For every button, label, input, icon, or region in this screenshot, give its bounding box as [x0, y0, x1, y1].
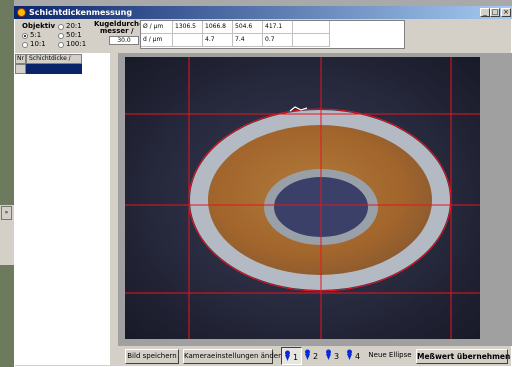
kugel-label-line1: Kugeldurch-: [94, 20, 142, 28]
pin-icon: [347, 349, 352, 360]
camera-settings-button[interactable]: Kameraeinstellungen ändern: [183, 349, 285, 364]
point-3-button[interactable]: 3: [323, 347, 344, 365]
objektiv-option-5-label: 5:1: [30, 31, 42, 39]
row1-label: Ø / µm: [141, 21, 173, 34]
point-number: 1: [293, 353, 299, 362]
title-bar[interactable]: [14, 6, 512, 19]
save-image-button[interactable]: Bild speichern: [125, 349, 179, 364]
row2-value: 4.7: [203, 34, 233, 47]
point-4-button[interactable]: 4: [344, 347, 365, 365]
row1-value: 1306.5: [173, 21, 203, 34]
measurement-table: [140, 20, 405, 49]
row1-value: [293, 21, 330, 34]
point-number: 4: [355, 352, 361, 361]
row2-value: 0.7: [263, 34, 293, 47]
row2-value: [293, 34, 330, 47]
app-icon: [17, 8, 26, 17]
maximize-button[interactable]: □: [490, 8, 500, 17]
row2-value: 7.4: [233, 34, 263, 47]
objektiv-radio-20[interactable]: [58, 24, 64, 30]
objektiv-label: Objektiv: [22, 22, 56, 30]
pin-icon: [305, 349, 310, 360]
marker-point: [289, 106, 308, 112]
objektiv-radio-100[interactable]: [58, 42, 64, 48]
objektiv-option-100-label: 100:1: [66, 40, 87, 48]
column-header-schichtdicke[interactable]: Schichtdicke / µm: [26, 54, 82, 70]
new-ellipse-button[interactable]: Neue Ellipse: [368, 349, 412, 364]
objektiv-radio-10[interactable]: [22, 42, 28, 48]
minimize-button[interactable]: _: [480, 8, 490, 17]
objektiv-option-10-label: 10:1: [30, 40, 46, 48]
pin-icon: [285, 350, 290, 361]
window-title: Schichtdickenmessung: [29, 8, 133, 17]
background-window-fragment: [0, 205, 14, 265]
point-number: 2: [313, 352, 319, 361]
accept-measurement-button[interactable]: Meßwert übernehmen: [416, 349, 510, 364]
point-number: 3: [334, 352, 340, 361]
row1-value: 504.6: [233, 21, 263, 34]
row2-value: [173, 34, 203, 47]
results-list[interactable]: [15, 53, 110, 365]
objektiv-option-20-label: 20:1: [66, 22, 82, 30]
selected-list-row[interactable]: [26, 64, 82, 74]
row2-label: d / µm: [141, 34, 173, 47]
desktop-background: [0, 0, 14, 367]
point-1-button[interactable]: 1: [281, 347, 302, 365]
camera-image[interactable]: [125, 57, 480, 339]
objektiv-radio-50[interactable]: [58, 33, 64, 39]
kugel-diameter-field[interactable]: 30.0: [109, 36, 139, 45]
row1-value: 417.1: [263, 21, 293, 34]
kugel-label-line2: messer /: [100, 27, 134, 35]
close-button[interactable]: ×: [501, 8, 511, 17]
objektiv-radio-5[interactable]: [22, 33, 28, 39]
row-header[interactable]: [15, 64, 26, 74]
row1-value: 1066.8: [203, 21, 233, 34]
point-2-button[interactable]: 2: [302, 347, 323, 365]
column-header-nr[interactable]: Nr: [15, 54, 26, 64]
background-window-button: »: [1, 206, 12, 220]
objektiv-option-50-label: 50:1: [66, 31, 82, 39]
pin-icon: [326, 349, 331, 360]
